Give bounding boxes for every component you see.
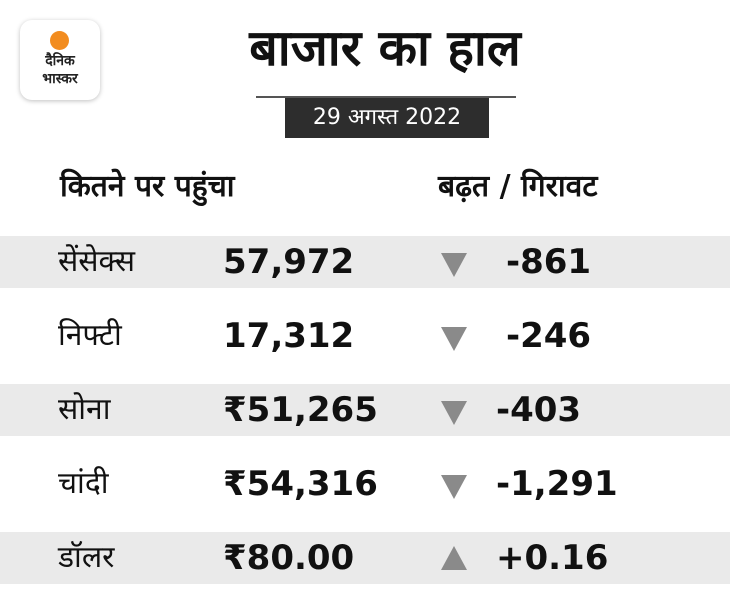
market-change: -246 (506, 316, 592, 356)
sun-icon (50, 31, 69, 50)
date-badge: 29 अगस्त 2022 (285, 98, 489, 138)
market-row-dollar: डॉलर ₹80.00 +0.16 (0, 532, 730, 584)
market-row-gold: सोना ₹51,265 -403 (0, 384, 730, 436)
market-row-nifty: निफ्टी 17,312 -246 (0, 310, 730, 362)
market-name: डॉलर (58, 540, 115, 575)
header-current-level: कितने पर पहुंचा (60, 169, 235, 204)
market-value: ₹54,316 (223, 464, 378, 504)
down-arrow-icon (441, 253, 467, 277)
market-name: सेंसेक्स (58, 244, 136, 279)
market-value: ₹51,265 (223, 390, 378, 430)
market-name: चांदी (58, 466, 109, 501)
market-row-sensex: सेंसेक्स 57,972 -861 (0, 236, 730, 288)
market-row-silver: चांदी ₹54,316 -1,291 (0, 458, 730, 510)
logo-line-2: भास्कर (42, 71, 78, 87)
market-change: -861 (506, 242, 592, 282)
logo-line-1: दैनिक (45, 53, 75, 69)
market-value: 57,972 (223, 242, 355, 282)
page-title: बाजार का हाल (249, 19, 521, 77)
down-arrow-icon (441, 401, 467, 425)
market-value: 17,312 (223, 316, 355, 356)
title-divider (256, 96, 516, 98)
market-name: सोना (58, 392, 111, 427)
header-change: बढ़त / गिरावट (438, 169, 598, 204)
market-name: निफ्टी (58, 318, 122, 353)
market-change: +0.16 (496, 538, 609, 578)
down-arrow-icon (441, 475, 467, 499)
market-change: -403 (496, 390, 582, 430)
up-arrow-icon (441, 546, 467, 570)
market-value: ₹80.00 (223, 538, 355, 578)
market-change: -1,291 (496, 464, 618, 504)
down-arrow-icon (441, 327, 467, 351)
dainik-bhaskar-logo: दैनिक भास्कर (20, 20, 100, 100)
